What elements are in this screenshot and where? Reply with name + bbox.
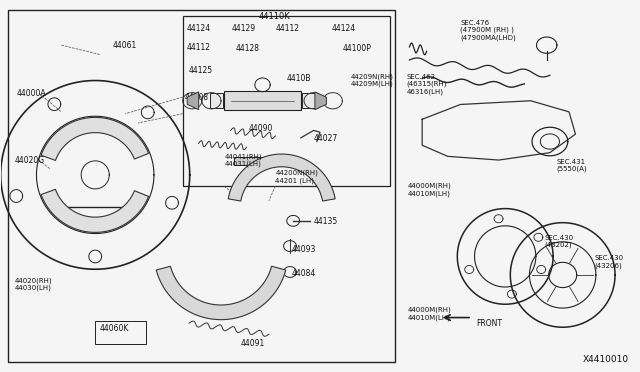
Text: 44020G: 44020G <box>15 155 45 164</box>
Text: SEC.430
(43202): SEC.430 (43202) <box>545 235 574 248</box>
Bar <box>302 93 315 108</box>
Text: 44200N(RH)
44201 (LH): 44200N(RH) 44201 (LH) <box>275 170 318 184</box>
Text: 44110K: 44110K <box>258 12 290 21</box>
Text: 44091: 44091 <box>240 339 264 348</box>
Bar <box>210 93 223 108</box>
Bar <box>234 157 262 165</box>
Text: 44112: 44112 <box>275 24 300 33</box>
Polygon shape <box>187 92 198 110</box>
Text: 44108: 44108 <box>184 93 209 102</box>
Text: 44000M(RH)
44010M(LH): 44000M(RH) 44010M(LH) <box>408 307 452 321</box>
Text: 44090: 44090 <box>248 124 273 133</box>
Text: FRONT: FRONT <box>476 320 502 328</box>
Bar <box>86 121 111 129</box>
Text: 4410B: 4410B <box>287 74 311 83</box>
Bar <box>182 16 390 186</box>
Polygon shape <box>315 92 326 110</box>
Bar <box>8 10 396 362</box>
Text: 44100P: 44100P <box>343 44 372 53</box>
Text: SEC.431
(5550(A): SEC.431 (5550(A) <box>556 159 587 172</box>
Bar <box>224 92 301 110</box>
Text: X4410010: X4410010 <box>583 355 629 364</box>
Polygon shape <box>41 118 148 160</box>
Text: 44061: 44061 <box>113 41 137 50</box>
Text: SEC.462
(46315(RH)
46316(LH): SEC.462 (46315(RH) 46316(LH) <box>406 74 447 94</box>
Text: 44124: 44124 <box>186 24 211 33</box>
Text: 44125: 44125 <box>189 66 213 75</box>
Text: SEC.430
(43206): SEC.430 (43206) <box>595 255 624 269</box>
Text: 44000M(RH)
44010M(LH): 44000M(RH) 44010M(LH) <box>408 183 452 197</box>
Text: 44084: 44084 <box>291 269 316 278</box>
Text: SEC.476
(47900M (RH) )
(47900MA(LHD): SEC.476 (47900M (RH) ) (47900MA(LHD) <box>461 20 516 41</box>
Text: 44000A: 44000A <box>17 89 46 98</box>
Text: 44027: 44027 <box>314 134 338 143</box>
Text: 44060K: 44060K <box>100 324 129 333</box>
Text: 44020(RH)
44030(LH): 44020(RH) 44030(LH) <box>15 277 52 291</box>
Text: 44135: 44135 <box>314 217 338 226</box>
Text: 44124: 44124 <box>332 24 356 33</box>
Text: 44129: 44129 <box>232 24 256 33</box>
Text: 44209N(RH)
44209M(LH): 44209N(RH) 44209M(LH) <box>351 73 394 87</box>
Text: 44112: 44112 <box>186 42 211 51</box>
Polygon shape <box>156 266 286 320</box>
Polygon shape <box>41 189 148 232</box>
Text: 44128: 44128 <box>236 44 260 53</box>
Bar <box>95 321 147 343</box>
Polygon shape <box>228 154 335 201</box>
Text: 44093: 44093 <box>291 244 316 253</box>
Text: 44041(RH)
44031(LH): 44041(RH) 44031(LH) <box>224 153 262 167</box>
